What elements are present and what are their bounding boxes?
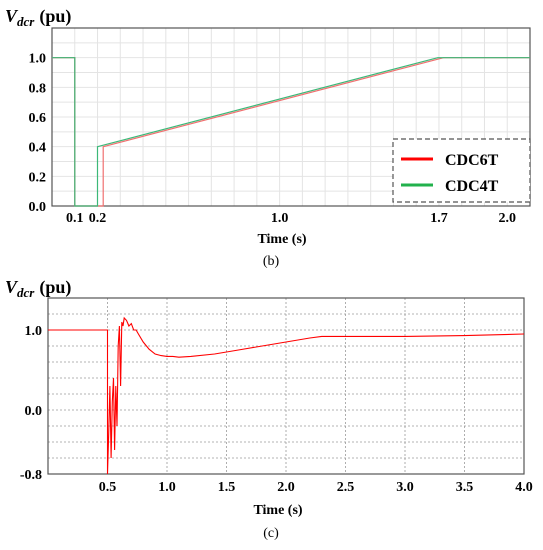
chart-c-ylabel: Vdcr (pu) [5, 277, 71, 300]
chart-c-x-tick-label: 1.0 [158, 480, 176, 495]
chart-c-y-tick-label: -0.8 [20, 468, 42, 483]
chart-b-xlabel: Time (s) [257, 232, 306, 247]
chart-c-x-tick-label: 3.5 [456, 480, 474, 495]
chart-b-x-tick-label: 2.0 [498, 211, 516, 226]
chart-c-panel-label: (c) [263, 526, 279, 541]
chart-b-series-line-cdc4t [52, 57, 530, 207]
chart-b-y-tick-label: 1.0 [29, 52, 47, 67]
chart-c-x-tick-label: 1.5 [218, 480, 236, 495]
chart-b-x-tick-label: 0.2 [89, 211, 107, 226]
chart-b-legend-box [392, 138, 531, 203]
chart-b-panel-label: (b) [263, 254, 280, 269]
chart-b-y-tick-label: 0.6 [29, 111, 47, 126]
chart-c-x-tick-label: 2.5 [337, 480, 355, 495]
chart-c-ylabel-unit: (pu) [39, 277, 71, 298]
chart-b-ylabel-main: V [5, 6, 19, 26]
chart-b-y-tick-label: 0.8 [29, 81, 47, 96]
chart-c-x-tick-label: 4.0 [515, 480, 533, 495]
chart-c-x-tick-label: 3.0 [396, 480, 414, 495]
chart-b-ylabel-unit: (pu) [39, 6, 71, 27]
chart-b-y-tick-label: 0.4 [29, 141, 47, 156]
chart-b-y-tick-label: 0.2 [29, 170, 47, 185]
chart-b-legend-label: CDC6T [445, 152, 499, 169]
chart-b-plot-frame [51, 27, 531, 207]
chart-c-y-tick-label: 1.0 [25, 324, 43, 339]
chart-b-x-tick-label: 1.7 [430, 211, 448, 226]
chart-b-x-tick-label: 0.1 [66, 211, 84, 226]
chart-c-y-tick-label: 0.0 [25, 404, 43, 419]
chart-b-x-tick-label: 1.0 [271, 211, 289, 226]
chart-c-x-tick-label: 0.5 [99, 480, 117, 495]
chart-c-xlabel: Time (s) [253, 503, 302, 518]
chart-c-x-tick-label: 2.0 [277, 480, 295, 495]
chart-b-ylabel-sub: dcr [17, 14, 35, 29]
chart-c-ylabel-sub: dcr [17, 285, 35, 300]
chart-b-legend-label: CDC4T [445, 178, 499, 195]
chart-c-ylabel-main: V [5, 277, 19, 297]
chart-c-series-line [48, 316, 525, 475]
chart-b-ylabel: Vdcr (pu) [5, 6, 71, 29]
chart-c-plot-frame [47, 297, 525, 475]
chart-b-y-tick-label: 0.0 [29, 200, 47, 215]
